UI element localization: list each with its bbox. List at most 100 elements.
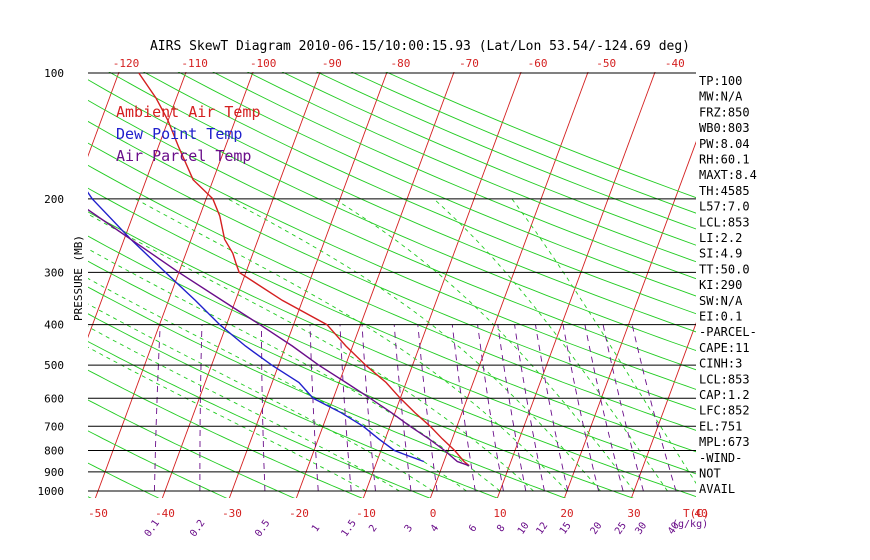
index-label: KI:290: [699, 278, 742, 292]
bottom-temp-tick-label: -40: [155, 507, 175, 520]
top-temp-tick-label: -70: [459, 57, 479, 70]
mixing-ratio-label: 30: [633, 520, 649, 536]
mixing-ratio-line: [199, 324, 203, 491]
mixing-ratio-label: 10: [516, 520, 532, 536]
mixing-ratio-line: [497, 324, 527, 492]
pressure-tick-label: 900: [44, 466, 64, 479]
mixing-ratio-label: 25: [613, 520, 629, 536]
dry-adiabat-line: [88, 164, 696, 431]
isotherm-line: [362, 72, 522, 498]
y-axis-label: PRESSURE (MB): [72, 235, 85, 321]
index-label: -PARCEL-: [699, 325, 757, 339]
dry-adiabat-line: [88, 369, 363, 498]
legend-item: Air Parcel Temp: [116, 147, 251, 165]
moist-adiabat-line: [88, 277, 467, 492]
isotherm-line: [765, 54, 870, 500]
index-label: NOT: [699, 467, 721, 481]
legend-item: Dew Point Temp: [116, 125, 242, 143]
index-label: EL:751: [699, 419, 742, 433]
dry-adiabat-line: [281, 72, 696, 246]
index-label: WB0:803: [699, 121, 750, 135]
isotherm-line: [563, 141, 696, 498]
pressure-tick-label: 100: [44, 67, 64, 80]
dry-adiabat-line: [88, 235, 696, 498]
mixing-ratio-label: 2: [367, 523, 379, 534]
bottom-temp-tick-label: 30: [627, 507, 640, 520]
index-label: LI:2.2: [699, 231, 742, 245]
dry-adiabat-line: [88, 260, 634, 498]
pressure-tick-label: 700: [44, 420, 64, 433]
bottom-temp-tick-label: -10: [356, 507, 376, 520]
index-label: CAP:1.2: [699, 388, 750, 402]
index-label: L57:7.0: [699, 200, 750, 214]
mixing-ratio-line: [361, 324, 376, 492]
mixing-ratio-line: [535, 324, 569, 492]
legend: Ambient Air Temp Dew Point Temp Air Parcel…: [116, 103, 261, 165]
ambient-temp-line: [138, 72, 470, 467]
mixing-ratio-label: 1: [310, 523, 322, 534]
isotherm-line: [496, 72, 656, 498]
mixing-ratio-label: 0.2: [188, 518, 207, 539]
top-temp-tick-label: -40: [665, 57, 685, 70]
pressure-tick-label: 1000: [38, 485, 65, 498]
mixing-ratio-label: 20: [589, 520, 605, 536]
moist-adiabat-line: [334, 198, 635, 492]
mixing-ratio-label: 4: [429, 523, 441, 534]
mixing-ratio-unit-label: (g/kg): [672, 519, 708, 530]
mixing-ratio-label: 15: [558, 520, 574, 536]
index-label: LCL:853: [699, 372, 750, 386]
top-temp-tick-label: -60: [528, 57, 548, 70]
isotherm-line: [161, 72, 321, 498]
index-label: RH:60.1: [699, 153, 750, 167]
mixing-ratio-label: 0.1: [143, 518, 162, 539]
bottom-temp-tick-label: 10: [493, 507, 506, 520]
moist-adiabat-line: [511, 198, 696, 484]
dry-adiabat-line: [142, 72, 696, 315]
index-label: LCL:853: [699, 215, 750, 229]
dry-adiabat-line: [88, 211, 696, 475]
moist-adiabat-line: [433, 198, 668, 492]
dry-adiabat-line: [88, 430, 228, 498]
parcel-temp-line: [88, 208, 470, 467]
top-temp-tick-label: -100: [250, 57, 277, 70]
index-label: TH:4585: [699, 184, 750, 198]
top-temp-tick-label: -90: [322, 57, 342, 70]
legend-item: Ambient Air Temp: [116, 103, 261, 121]
top-temp-tick-label: -120: [113, 57, 140, 70]
dry-adiabat-line: [88, 399, 295, 498]
dry-adiabat-line: [88, 79, 696, 352]
axes: 1002003004005006007008009001000PRESSURE …: [38, 57, 710, 539]
dry-adiabat-line: [88, 187, 696, 453]
pressure-tick-label: 200: [44, 193, 64, 206]
index-label: FRZ:850: [699, 105, 750, 119]
dry-adiabat-line: [88, 313, 499, 498]
mixing-ratio-label: 6: [467, 523, 479, 534]
dry-adiabat-line: [246, 72, 696, 263]
dry-adiabat-line: [212, 72, 696, 280]
isotherm-line: [88, 72, 120, 158]
temp-unit-label: T(C): [683, 507, 710, 520]
moist-adiabat-line: [88, 213, 534, 492]
series-layer: [88, 72, 470, 467]
index-label: CAPE:11: [699, 341, 750, 355]
isotherm-line: [88, 72, 187, 339]
index-label: EI:0.1: [699, 310, 742, 324]
index-label: MW:N/A: [699, 90, 743, 104]
skewt-grid: [88, 54, 870, 500]
dry-adiabat-line: [88, 120, 696, 390]
pressure-tick-label: 300: [44, 266, 64, 279]
top-temp-tick-label: -50: [596, 57, 616, 70]
moist-adiabat-line: [88, 303, 434, 492]
dry-adiabat-line: [88, 462, 160, 498]
isotherm-line: [832, 54, 870, 500]
bottom-temp-tick-label: 40: [694, 507, 707, 520]
top-temp-tick-label: -110: [181, 57, 208, 70]
index-label: LFC:852: [699, 404, 750, 418]
index-label: SI:4.9: [699, 247, 742, 261]
pressure-tick-label: 600: [44, 392, 64, 405]
dew-point-line: [88, 191, 425, 463]
index-label: MAXT:8.4: [699, 168, 757, 182]
dry-adiabat-line: [88, 286, 567, 498]
index-label: -WIND-: [699, 451, 742, 465]
pressure-tick-label: 400: [44, 319, 64, 332]
